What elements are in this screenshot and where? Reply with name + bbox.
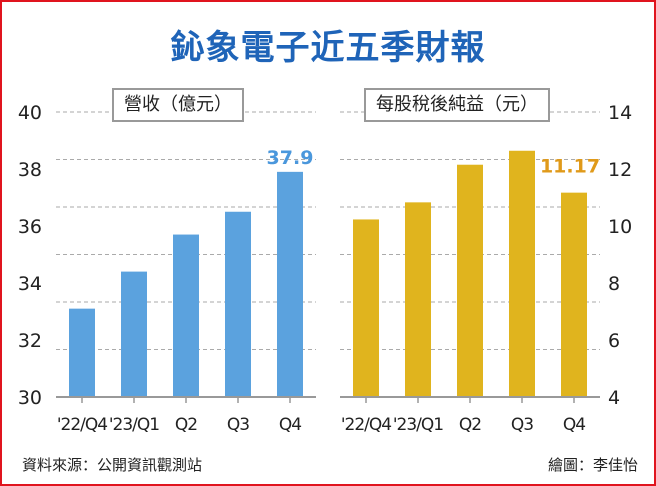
x-tick-label: Q3 [511, 415, 533, 435]
bar [561, 192, 587, 397]
data-label: 11.17 [540, 156, 600, 178]
x-tick-label: Q2 [459, 415, 481, 435]
x-tick-label: '23/Q1 [109, 415, 159, 435]
bar [277, 171, 303, 397]
y-tick-label: 12 [608, 159, 632, 181]
y-tick-label: 10 [608, 216, 632, 238]
bar [69, 308, 95, 397]
x-tick-label: Q3 [227, 415, 249, 435]
bar [173, 234, 199, 397]
source-note: 資料來源：公開資訊觀測站 [22, 456, 203, 474]
chart-title: 鈊象電子近五季財報 [170, 28, 486, 68]
y-tick-label: 36 [18, 216, 42, 238]
bar [509, 150, 535, 397]
x-tick-label: '22/Q4 [341, 415, 391, 435]
revenue-panel-title: 營收（億元） [112, 88, 244, 122]
x-tick-label: '22/Q4 [57, 415, 107, 435]
y-tick-label: 38 [18, 159, 42, 181]
y-tick-label: 30 [18, 387, 42, 409]
x-tick-label: Q4 [563, 415, 585, 435]
y-tick-label: 14 [608, 102, 632, 124]
x-tick-label: '23/Q1 [393, 415, 443, 435]
bar [457, 164, 483, 397]
eps-panel-title: 每股稅後純益（元） [364, 88, 550, 122]
x-tick-label: Q4 [279, 415, 301, 435]
y-tick-label: 32 [18, 330, 42, 352]
y-tick-label: 40 [18, 102, 42, 124]
y-tick-label: 8 [608, 273, 620, 295]
bar [121, 271, 147, 397]
bar [353, 219, 379, 397]
y-tick-label: 34 [18, 273, 42, 295]
credit-note: 繪圖：李佳怡 [547, 456, 638, 474]
data-label: 37.9 [267, 147, 314, 169]
bar [405, 202, 431, 397]
bar [225, 211, 251, 397]
y-tick-label: 4 [608, 387, 620, 409]
x-tick-label: Q2 [175, 415, 197, 435]
y-tick-label: 6 [608, 330, 620, 352]
